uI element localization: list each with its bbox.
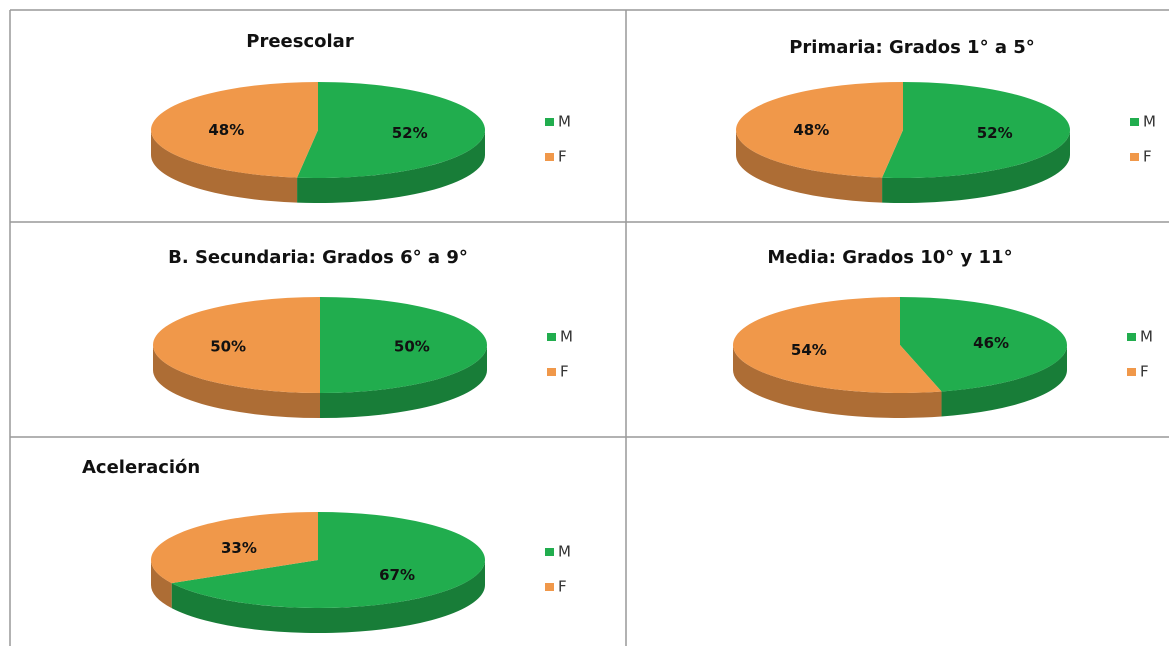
legend-swatch — [545, 583, 554, 591]
legend-swatch — [545, 548, 554, 556]
data-label: 48% — [793, 121, 829, 139]
legend-label: F — [1143, 148, 1152, 166]
chart-title: Media: Grados 10° y 11° — [767, 247, 1012, 268]
chart-title: Preescolar — [246, 31, 354, 52]
legend-swatch — [547, 368, 556, 376]
pie-chart: B. Secundaria: Grados 6° a 9° 50% 50% MF — [153, 247, 573, 418]
legend-swatch — [1130, 118, 1139, 126]
data-label: 46% — [973, 334, 1009, 352]
chart-title: Aceleración — [82, 457, 200, 478]
data-label: 67% — [379, 566, 415, 584]
data-label: 48% — [208, 121, 244, 139]
pie-slice — [882, 82, 1070, 178]
pie-side — [151, 130, 298, 203]
data-label: 52% — [977, 124, 1013, 142]
pie-side — [151, 560, 172, 609]
pie-slice — [900, 296, 1068, 392]
legend-label: F — [1140, 363, 1149, 381]
pie-chart: Preescolar 52% 48% MF — [150, 31, 571, 204]
chart-title: Primaria: Grados 1° a 5° — [789, 37, 1035, 58]
pie-side — [171, 560, 486, 634]
pie-side — [941, 345, 1067, 417]
pie-slice — [736, 82, 903, 178]
pie-side — [733, 345, 942, 419]
pie-side — [320, 345, 487, 418]
data-label: 50% — [394, 338, 430, 356]
legend-swatch — [545, 118, 554, 126]
chart-title: B. Secundaria: Grados 6° a 9° — [168, 247, 468, 268]
legend-label: F — [558, 148, 567, 166]
legend-swatch — [1127, 333, 1136, 341]
pie-side — [736, 130, 883, 203]
pie-side — [882, 130, 1070, 203]
pie-chart: Media: Grados 10° y 11° 46% 54% MF — [733, 247, 1153, 419]
legend-label: M — [1143, 113, 1156, 131]
data-label: 54% — [791, 341, 827, 359]
data-label: 33% — [221, 539, 257, 557]
pie-chart: Primaria: Grados 1° a 5° 52% 48% MF — [736, 37, 1156, 203]
pie-slice — [297, 82, 486, 178]
pie-slice — [171, 512, 485, 608]
data-label: 50% — [210, 338, 246, 356]
pie-slice — [320, 297, 487, 393]
legend-label: M — [558, 543, 571, 561]
pie-slice — [733, 297, 942, 393]
legend-swatch — [547, 333, 556, 341]
legend-label: F — [558, 578, 567, 596]
legend-label: F — [560, 363, 569, 381]
data-label: 52% — [392, 124, 428, 142]
pie-slice — [153, 297, 320, 393]
legend-swatch — [1127, 368, 1136, 376]
pie-side — [297, 130, 485, 204]
legend-swatch — [1130, 153, 1139, 161]
pie-chart: Aceleración 67% 33% MF — [82, 457, 571, 634]
pie-side — [153, 345, 320, 418]
legend-label: M — [558, 113, 571, 131]
pie-slice — [150, 512, 318, 584]
table-grid — [9, 9, 1169, 646]
pie-slice — [150, 82, 318, 178]
legend-label: M — [560, 328, 573, 346]
legend-label: M — [1140, 328, 1153, 346]
legend-swatch — [545, 153, 554, 161]
